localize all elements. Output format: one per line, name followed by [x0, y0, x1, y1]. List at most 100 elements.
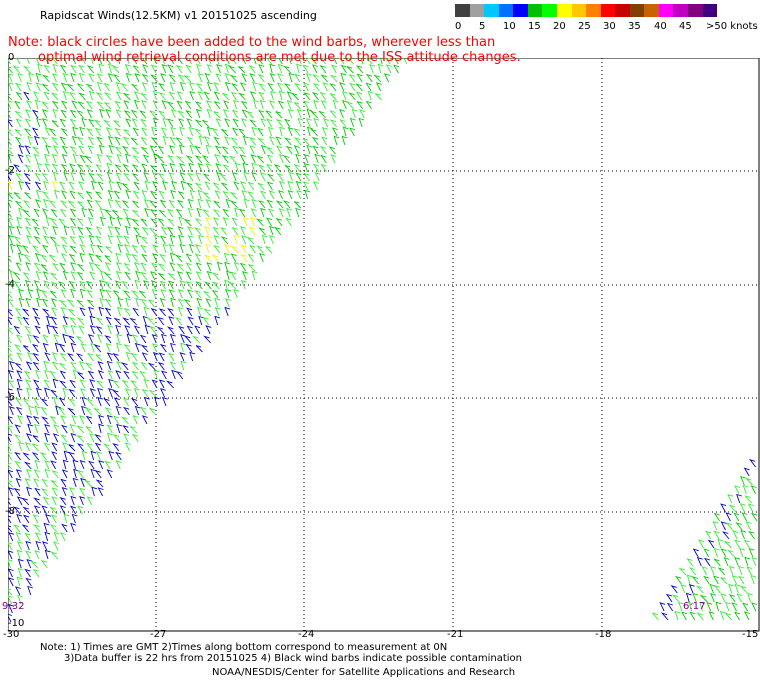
colorbar-swatch	[600, 4, 616, 17]
wind-barb	[356, 100, 364, 110]
wind-barb	[115, 460, 122, 470]
wind-barb	[365, 100, 372, 110]
colorbar-label: 15	[528, 21, 541, 32]
wind-barb	[43, 198, 49, 209]
wind-barb	[24, 192, 32, 200]
wind-barb	[720, 577, 728, 585]
wind-barb	[23, 172, 31, 182]
wind-barb	[14, 586, 21, 596]
wind-barb	[106, 352, 113, 362]
wind-barb	[36, 162, 43, 173]
wind-barb	[206, 108, 213, 119]
wind-barb	[34, 550, 41, 560]
wind-barb	[222, 216, 229, 227]
wind-barb	[34, 172, 41, 182]
wind-barb	[22, 398, 30, 407]
wind-barb	[283, 118, 291, 128]
wind-barb	[712, 520, 719, 531]
wind-barb	[31, 307, 39, 317]
wind-barb	[226, 58, 230, 65]
wind-barb	[8, 309, 14, 317]
wind-barb	[268, 136, 275, 146]
wind-barb	[8, 416, 13, 425]
wind-barb	[81, 117, 88, 128]
wind-barb	[733, 611, 741, 621]
wind-barb	[108, 144, 115, 155]
wind-barb	[665, 593, 673, 603]
wind-barb	[722, 531, 730, 540]
wind-barb	[78, 235, 85, 245]
wind-barb	[150, 271, 157, 281]
wind-barb	[256, 245, 264, 254]
wind-barb	[728, 583, 735, 594]
wind-barb	[12, 506, 21, 515]
wind-barb	[246, 111, 254, 119]
wind-barb	[211, 127, 219, 137]
wind-barb	[60, 109, 67, 119]
wind-barb	[144, 324, 151, 335]
colorbar-label: 10	[503, 21, 516, 32]
wind-barb	[15, 397, 22, 407]
wind-barb	[296, 189, 303, 200]
wind-barb	[17, 72, 24, 83]
wind-barb	[176, 371, 184, 380]
wind-barb	[736, 593, 743, 603]
wind-barb	[125, 252, 132, 263]
wind-barb	[141, 226, 149, 236]
wind-barb	[104, 307, 112, 317]
wind-barb	[187, 172, 194, 182]
wind-barb	[365, 58, 373, 65]
wind-barb	[78, 487, 86, 497]
wind-barb	[265, 246, 273, 254]
wind-barb	[80, 405, 87, 416]
wind-barb	[169, 234, 176, 245]
wind-barb	[187, 289, 194, 299]
wind-barb	[62, 270, 69, 281]
wind-barb	[130, 83, 139, 92]
wind-barb	[177, 58, 183, 65]
wind-barb	[8, 317, 13, 326]
wind-barb	[241, 109, 248, 119]
wind-barb	[276, 118, 284, 128]
wind-barb	[78, 72, 85, 83]
wind-barb	[240, 226, 247, 236]
wind-barb	[185, 271, 192, 281]
wind-barb	[157, 172, 165, 182]
wind-barb	[78, 64, 85, 74]
wind-barb	[32, 397, 40, 407]
wind-barb	[713, 547, 720, 558]
wind-barb	[134, 279, 141, 290]
wind-barb	[196, 207, 203, 218]
wind-barb	[14, 451, 21, 461]
wind-barb	[131, 361, 139, 371]
wind-barb	[225, 198, 232, 209]
wind-barb	[140, 298, 147, 308]
wind-barb	[670, 585, 678, 594]
wind-barb	[81, 396, 88, 407]
wind-barb	[310, 128, 319, 137]
wind-barb	[33, 379, 40, 389]
wind-barb	[33, 280, 40, 290]
wind-barb	[15, 172, 22, 182]
wind-barb	[114, 226, 121, 236]
wind-barb	[93, 119, 102, 128]
wind-barb	[242, 58, 246, 65]
wind-barb	[257, 58, 264, 65]
wind-barb	[258, 200, 266, 209]
wind-barb	[187, 235, 194, 245]
wind-barb	[17, 154, 24, 164]
wind-barb	[321, 126, 328, 137]
wind-barb	[129, 425, 138, 434]
wind-barb	[187, 207, 194, 218]
wind-barb	[130, 352, 138, 362]
wind-barb	[230, 91, 237, 101]
wind-barb	[203, 91, 210, 101]
wind-barb	[26, 468, 32, 479]
wind-barb	[251, 171, 258, 182]
wind-barb	[107, 234, 114, 245]
wind-barb	[36, 189, 42, 200]
wind-barb	[77, 201, 85, 209]
wind-barb	[296, 108, 303, 119]
wind-barb	[168, 74, 176, 83]
wind-barb	[140, 344, 149, 353]
